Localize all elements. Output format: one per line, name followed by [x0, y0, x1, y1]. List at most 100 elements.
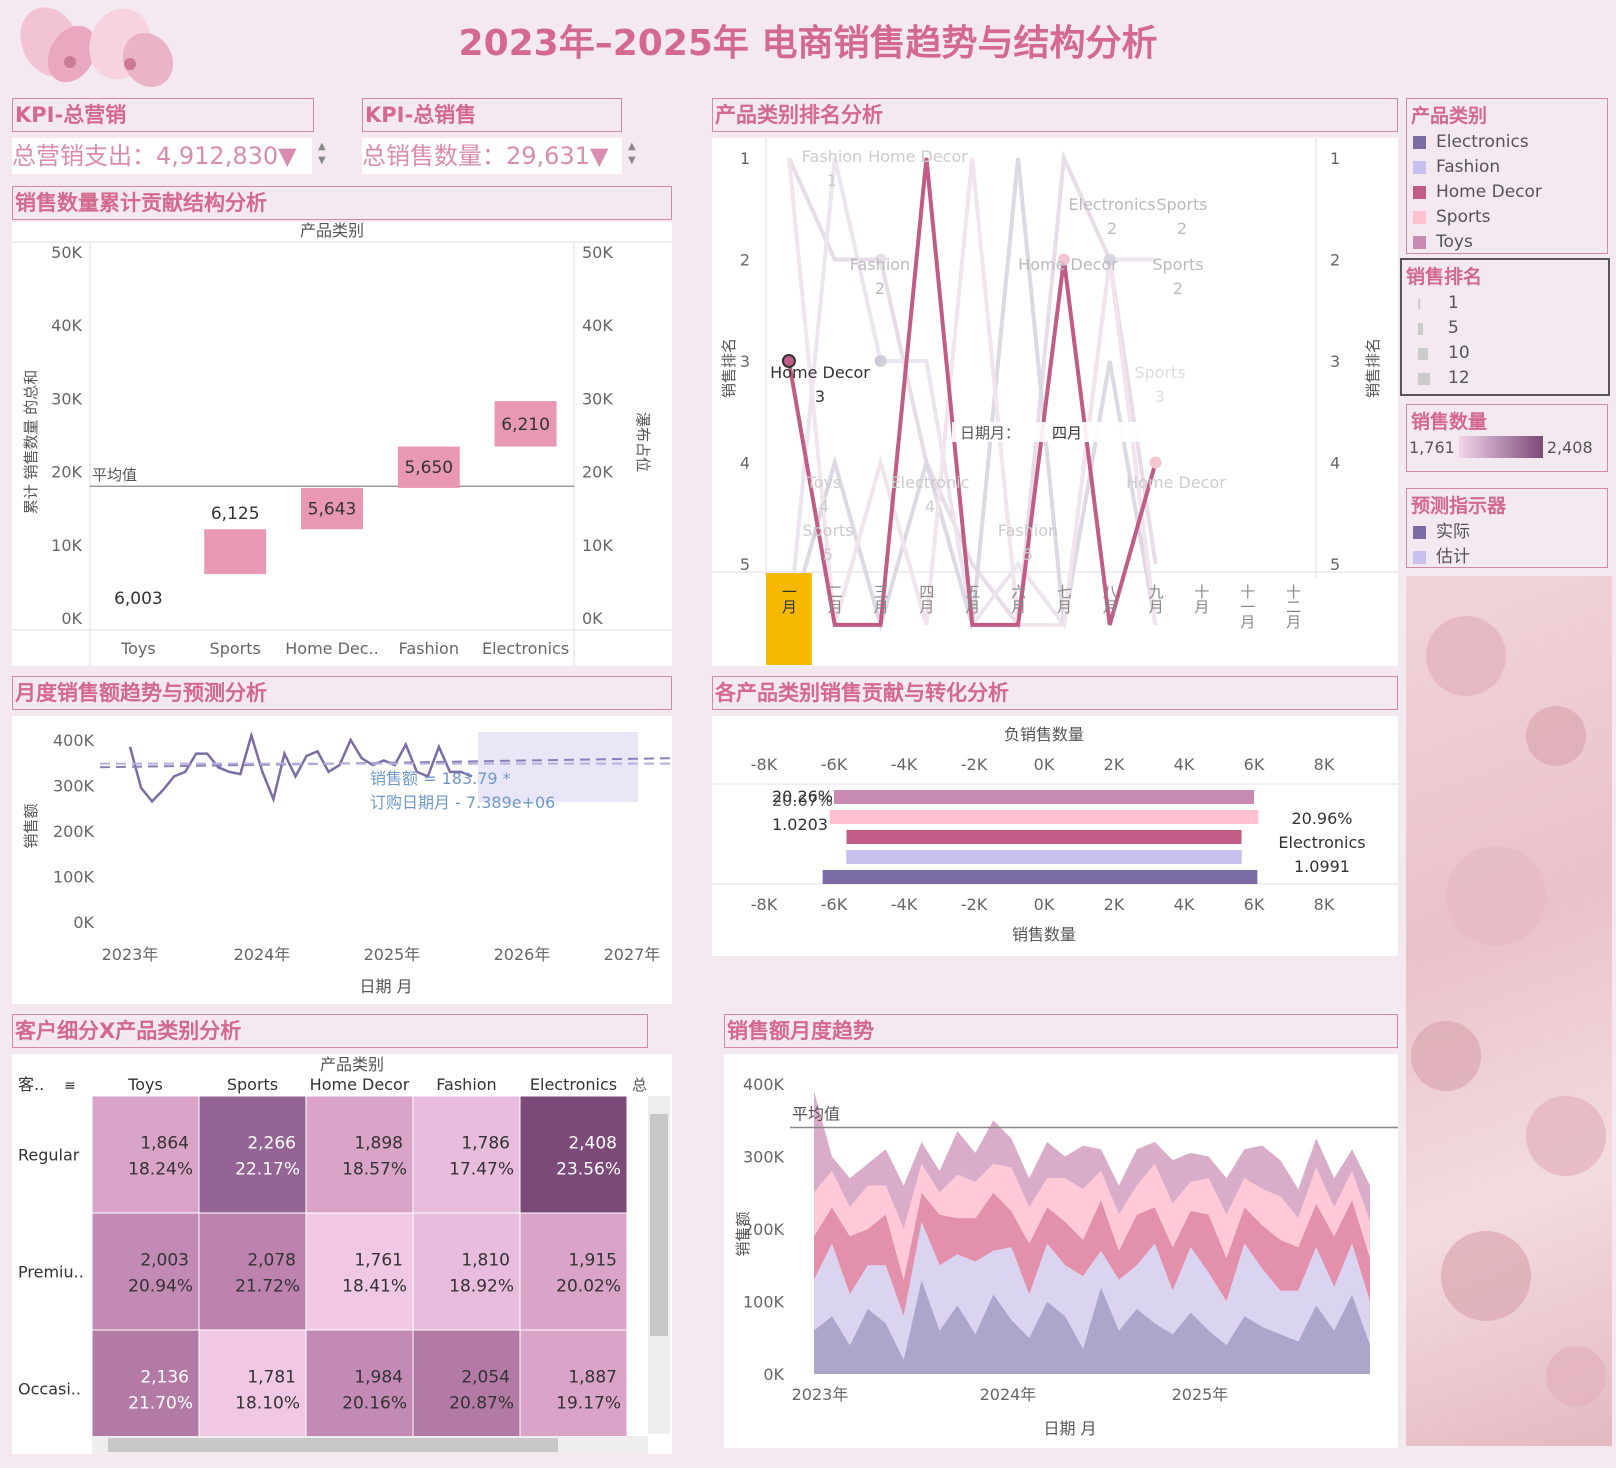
- x-tick-label: 2027年: [604, 945, 661, 964]
- swatch-icon: [1413, 551, 1426, 564]
- cell-value: 1,781: [247, 1368, 296, 1388]
- rank-label-name: Home Decor: [770, 363, 870, 382]
- kpi-sales-stepper[interactable]: ▲ ▼: [628, 141, 636, 166]
- rank-label-name: Sports: [1134, 363, 1185, 382]
- rank-legend-title: 销售排名: [1406, 266, 1483, 288]
- page-title: 2023年–2025年 电商销售趋势与结构分析: [458, 23, 1158, 64]
- legend-label: 估计: [1436, 547, 1470, 567]
- waterfall-title: 销售数量累计贡献结构分析: [12, 186, 672, 220]
- top-x-tick-label: 8K: [1314, 755, 1335, 774]
- heatmap-cell: [305, 1095, 414, 1214]
- x-tick-label: 2025年: [1172, 1385, 1229, 1404]
- month-tick-label: 八月: [1101, 584, 1119, 615]
- x-tick-label: 2023年: [792, 1385, 849, 1404]
- swatch-icon: [1413, 211, 1426, 224]
- y-tick-label: 4: [740, 454, 750, 473]
- category-legend-title: 产品类别: [1411, 105, 1488, 127]
- diverging-bar: [829, 810, 1259, 824]
- forecast-legend: 预测指示器 实际 估计: [1406, 488, 1608, 568]
- relief-pattern-icon: [1411, 616, 1606, 1406]
- legend-rank-10[interactable]: 10: [1402, 341, 1608, 366]
- x-tick-label: 2025年: [364, 945, 421, 964]
- reference-label: 平均值: [92, 466, 137, 484]
- y2-tick-label: 0K: [582, 609, 603, 628]
- scrollbar-thumb: [108, 1438, 558, 1452]
- legend-actual[interactable]: 实际: [1407, 520, 1607, 545]
- legend-item-fashion[interactable]: Fashion: [1407, 155, 1607, 180]
- month-tick-label: 二月: [826, 584, 844, 615]
- diverging-chart: 负销售数量 -8K -8K -6K -6K -4K -4K -2K -2K 0K 0K 2K 2K 4K 4…: [712, 716, 1398, 956]
- top-x-tick-label: -6K: [821, 755, 848, 774]
- rank-label-value: 3: [1155, 387, 1165, 406]
- rank-label-name: Home Decor: [1126, 473, 1226, 492]
- kpi-marketing-stepper[interactable]: ▲ ▼: [318, 141, 326, 166]
- right-data-label: 20.96%: [1291, 809, 1352, 828]
- rank-point: [1149, 456, 1162, 469]
- legend-item-home-decor[interactable]: Home Decor: [1407, 180, 1607, 205]
- y-tick-label: 200K: [53, 822, 95, 841]
- heatmap-title: 客户细分X产品类别分析: [12, 1014, 648, 1048]
- cell-value: 2,078: [247, 1251, 296, 1271]
- heatmap-cell: [91, 1095, 200, 1214]
- legend-rank-5[interactable]: 5: [1402, 316, 1608, 341]
- kpi-marketing-value[interactable]: 总营销支出：4,912,830▼: [12, 138, 312, 174]
- data-label: 5,650: [404, 458, 453, 478]
- rank-label-value: 2: [1177, 219, 1187, 238]
- y-tick-label: 100K: [53, 868, 95, 887]
- heatmap-cell: [412, 1212, 521, 1331]
- legend-rank-12[interactable]: 12: [1402, 366, 1608, 391]
- y-tick-label: 300K: [743, 1148, 785, 1167]
- month-tick-label: 十月: [1192, 584, 1210, 615]
- cell-percent: 18.41%: [342, 1277, 407, 1297]
- x-tick-label: Electronics: [482, 639, 569, 658]
- x-tick-label: Fashion: [399, 639, 459, 658]
- row-label: Regular: [18, 1146, 80, 1165]
- cell-percent: 23.56%: [556, 1160, 621, 1180]
- y-tick-label: 400K: [53, 731, 95, 750]
- x-tick-label: Toys: [120, 639, 156, 658]
- y2-tick-label: 1: [1330, 149, 1340, 168]
- legend-item-sports[interactable]: Sports: [1407, 205, 1607, 230]
- y-tick-label: 1: [740, 149, 750, 168]
- legend-item-toys[interactable]: Toys: [1407, 230, 1607, 255]
- x-tick-label: Sports: [210, 639, 261, 658]
- month-tick-label: 三月: [872, 584, 890, 615]
- legend-label: 10: [1448, 343, 1470, 363]
- monthly-forecast-title: 月度销售额趋势与预测分析: [12, 676, 672, 710]
- area-series-fashion: [814, 1221, 1370, 1360]
- rank-series-line: [786, 157, 1158, 627]
- rank-label-name: Sports: [802, 521, 853, 540]
- data-label: 6,003: [114, 589, 163, 609]
- legend-rank-1[interactable]: 1: [1402, 291, 1608, 316]
- actual-sales-line: [128, 731, 473, 804]
- bottom-x-tick-label: -8K: [751, 895, 778, 914]
- month-tick-label: 七月: [1055, 584, 1073, 615]
- cell-percent: 18.57%: [342, 1160, 407, 1180]
- rank-label-value: 4: [819, 497, 829, 516]
- y-tick-label: 3: [740, 352, 750, 371]
- kpi-sales-value[interactable]: 总销售数量：29,631▼: [362, 138, 622, 174]
- rank-title: 产品类别排名分析: [712, 98, 1398, 132]
- forecast-band: [478, 732, 638, 802]
- month-tick-label: 五月: [963, 584, 981, 615]
- legend-estimate[interactable]: 估计: [1407, 545, 1607, 570]
- cell-value: 2,003: [140, 1251, 189, 1271]
- top-x-tick-label: -4K: [891, 755, 918, 774]
- cell-value: 2,266: [247, 1134, 296, 1154]
- kpi-marketing-title: KPI-总营销: [12, 98, 314, 132]
- y-tick-label: 50K: [51, 243, 82, 262]
- legend-item-electronics[interactable]: Electronics: [1407, 130, 1607, 155]
- trend-equation-label: 销售额 = 183.79 *: [370, 769, 511, 788]
- rank-label-value: 4: [925, 497, 935, 516]
- x-tick-label: 2024年: [234, 945, 291, 964]
- heatmap-cell: [305, 1329, 414, 1448]
- diverging-bar: [833, 790, 1255, 804]
- rank-point: [874, 253, 887, 266]
- legend-label: 实际: [1436, 522, 1470, 542]
- area-chart: 400K 300K 200K 100K 0K 销售额 平均值 2023年 2024年 2025年日…: [724, 1054, 1398, 1448]
- left-data-label: 1.0203: [772, 815, 828, 834]
- cell-percent: 20.16%: [342, 1394, 407, 1414]
- y-axis-label: 销售额: [22, 803, 40, 848]
- area-series-toys: [814, 1091, 1370, 1229]
- swatch-icon: [1413, 236, 1426, 249]
